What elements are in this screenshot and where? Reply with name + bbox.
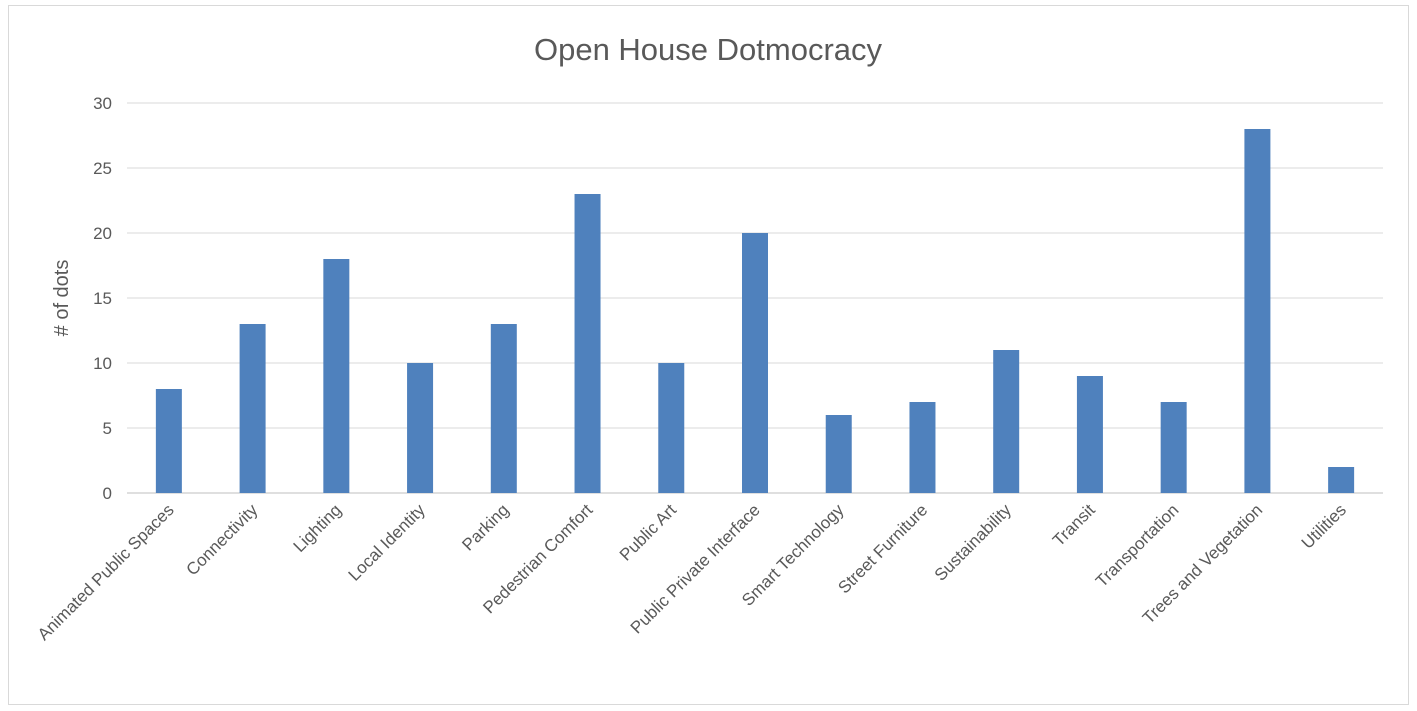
x-category-label: Transportation	[1092, 500, 1182, 590]
x-category-labels: Animated Public Spaces Connectivity Lighti…	[34, 500, 1350, 644]
x-category-label: Utilities	[1298, 500, 1350, 552]
bar-layer	[155, 129, 1355, 493]
bar	[742, 233, 768, 493]
bar	[909, 402, 936, 493]
x-category-label: Local Identity	[345, 500, 430, 585]
y-tick-label: 5	[103, 419, 112, 438]
x-category-label: Animated Public Spaces	[34, 500, 178, 644]
y-axis-title: # of dots	[51, 260, 73, 337]
bar	[407, 363, 434, 493]
bar	[993, 350, 1020, 493]
x-category-label: Lighting	[290, 500, 346, 556]
chart-title: Open House Dotmocracy	[534, 32, 883, 67]
bar	[323, 259, 350, 493]
bar	[490, 324, 517, 493]
y-tick-label: 15	[93, 289, 112, 308]
y-tick-label: 10	[93, 354, 112, 373]
bar	[1244, 129, 1271, 493]
bar	[239, 324, 266, 493]
x-category-label: Public Art	[616, 500, 680, 564]
bar	[574, 194, 601, 493]
bar	[1076, 376, 1103, 493]
y-tick-label: 30	[93, 94, 112, 113]
y-tick-label: 20	[93, 224, 112, 243]
x-category-label: Transit	[1049, 500, 1099, 550]
bar	[1160, 402, 1187, 493]
bar	[1328, 467, 1355, 493]
y-tick-labels: 0 5 10 15 20 25 30	[93, 94, 112, 503]
bar	[658, 363, 685, 493]
y-tick-label: 25	[93, 159, 112, 178]
y-tick-label: 0	[103, 484, 112, 503]
x-category-label: Street Furniture	[834, 500, 931, 597]
x-category-label: Sustainability	[931, 500, 1016, 585]
bar	[825, 415, 852, 493]
bar	[155, 389, 182, 493]
x-category-label: Connectivity	[183, 500, 262, 579]
x-category-label: Parking	[458, 500, 512, 554]
